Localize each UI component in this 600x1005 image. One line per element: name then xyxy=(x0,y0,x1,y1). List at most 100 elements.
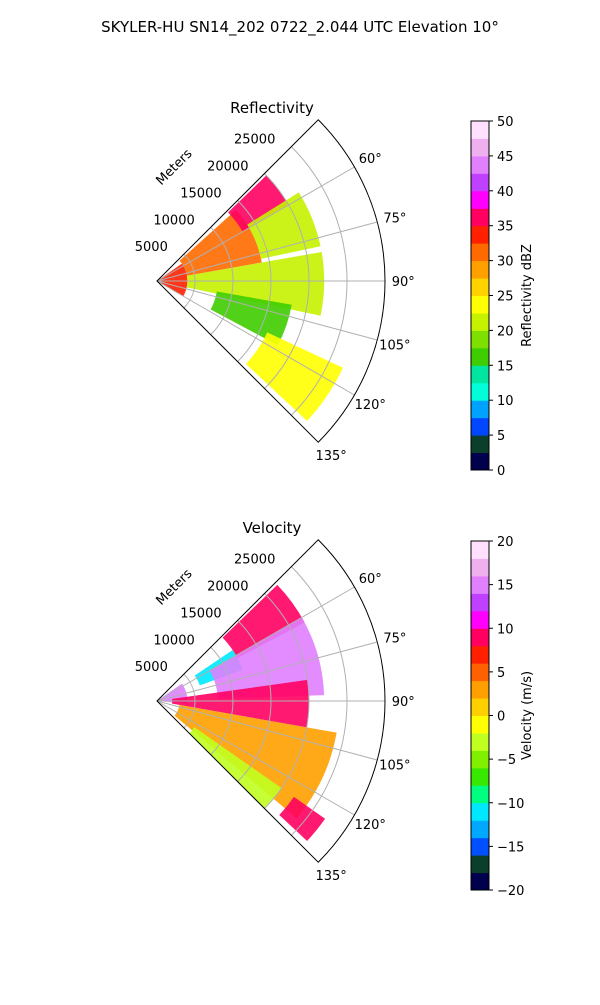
echo-region xyxy=(222,584,305,659)
colorbar-segment xyxy=(471,767,489,786)
radial-tick-label: 10000 xyxy=(153,633,194,648)
radial-axis-label: Meters xyxy=(154,566,196,608)
azimuth-tick-label: 120° xyxy=(355,398,386,413)
azimuth-tick-label: 105° xyxy=(379,759,410,774)
colorbar-segment xyxy=(471,872,489,891)
colorbar-segment xyxy=(471,208,489,227)
colorbar-segment xyxy=(471,435,489,454)
echo-region xyxy=(228,175,289,232)
azimuth-spoke xyxy=(156,280,355,396)
radial-tick-label: 20000 xyxy=(207,580,248,595)
echo-region xyxy=(210,291,292,346)
azimuth-tick-label: 60° xyxy=(359,572,382,587)
colorbar-tick-label: −5 xyxy=(497,753,516,768)
colorbar-segment xyxy=(471,698,489,716)
colorbar-tick-label: 50 xyxy=(497,115,514,130)
colorbar-segment xyxy=(471,785,489,804)
echo-region xyxy=(189,727,282,809)
azimuth-spoke xyxy=(156,641,378,702)
colorbar-tick-label: 25 xyxy=(497,290,514,305)
radial-tick-label: 25000 xyxy=(234,133,275,148)
azimuth-spoke xyxy=(156,700,355,816)
azimuth-tick-label: 75° xyxy=(383,211,406,226)
colorbar-segment xyxy=(471,365,489,384)
azimuth-tick-label: 120° xyxy=(355,818,386,833)
radial-tick-label: 10000 xyxy=(153,213,194,228)
colorbar-segment xyxy=(471,732,489,751)
radial-axis-label: Meters xyxy=(154,146,196,188)
azimuth-tick-label: 90° xyxy=(392,275,415,290)
azimuth-tick-label: 60° xyxy=(359,152,382,167)
azimuth-tick-label: 75° xyxy=(383,631,406,646)
colorbar-tick-label: 20 xyxy=(497,324,514,339)
colorbar-segment xyxy=(471,138,489,157)
colorbar-segment xyxy=(471,645,489,664)
echo-region xyxy=(157,263,188,297)
colorbar-label: Reflectivity dBZ xyxy=(520,244,535,347)
colorbar-tick-label: 5 xyxy=(497,666,505,681)
colorbar-segment xyxy=(471,330,489,349)
colorbar-segment xyxy=(471,260,489,279)
colorbar-tick-label: 0 xyxy=(497,464,505,479)
radial-tick-label: 20000 xyxy=(207,160,248,175)
panel-title: Velocity xyxy=(243,519,302,537)
azimuth-spoke xyxy=(156,221,378,282)
colorbar-segment xyxy=(471,837,489,856)
colorbar-tick-label: −15 xyxy=(497,840,524,855)
colorbar-tick-label: 10 xyxy=(497,394,514,409)
colorbar-label: Velocity (m/s) xyxy=(520,671,535,760)
azimuth-spoke xyxy=(156,166,355,282)
colorbar-segment xyxy=(471,820,489,839)
colorbar-segment xyxy=(471,155,489,174)
colorbar-segment xyxy=(471,855,489,874)
echo-layer xyxy=(157,175,343,421)
echo-region xyxy=(245,332,343,421)
colorbar-segment xyxy=(471,347,489,366)
echo-region xyxy=(171,679,309,728)
colorbar-tick-label: −10 xyxy=(497,797,524,812)
colorbar-segment xyxy=(471,680,489,699)
colorbar-segment xyxy=(471,382,489,401)
azimuth-tick-label: 135° xyxy=(315,449,346,464)
sector-outline xyxy=(156,539,386,863)
colorbar-tick-label: 20 xyxy=(497,535,514,550)
echo-region xyxy=(279,796,326,841)
colorbar-tick-label: 40 xyxy=(497,185,514,200)
colorbar-segment xyxy=(471,190,489,209)
figure-title: SKYLER-HU SN14_202 0722_2.044 UTC Elevat… xyxy=(101,18,499,37)
velocity-panel: Velocity 5000 10000 15000 20000 25000 Meters 60… xyxy=(135,519,535,899)
echo-layer xyxy=(157,584,337,841)
radial-tick-label: 25000 xyxy=(234,553,275,568)
colorbar-segment xyxy=(471,628,489,647)
colorbar-tick-label: 45 xyxy=(497,150,514,165)
colorbar-segment xyxy=(471,452,489,471)
colorbar-segment xyxy=(471,417,489,436)
colorbar-segment xyxy=(471,295,489,314)
colorbar-tick-label: 30 xyxy=(497,255,514,270)
colorbar-segment xyxy=(471,575,489,594)
panel-title: Reflectivity xyxy=(230,99,314,117)
colorbar-tick-label: −20 xyxy=(497,884,524,899)
azimuth-tick-label: 105° xyxy=(379,339,410,354)
radial-tick-label: 5000 xyxy=(135,240,168,255)
colorbar-tick-label: 10 xyxy=(497,622,514,637)
colorbar-tick-label: 0 xyxy=(497,710,505,725)
colorbar-segment xyxy=(471,225,489,244)
colorbar-segment xyxy=(471,312,489,331)
colorbar-tick-label: 5 xyxy=(497,429,505,444)
colorbar-segment xyxy=(471,715,489,734)
azimuth-spoke xyxy=(156,700,378,761)
colorbar-segment xyxy=(471,173,489,192)
colorbar-segment xyxy=(471,121,489,139)
azimuth-tick-label: 90° xyxy=(392,695,415,710)
colorbar-segment xyxy=(471,610,489,629)
colorbar-segment xyxy=(471,558,489,577)
colorbar-segment xyxy=(471,663,489,682)
colorbar-segment xyxy=(471,593,489,612)
radial-tick-label: 5000 xyxy=(135,660,168,675)
colorbar-segment xyxy=(471,278,489,296)
azimuth-tick-label: 135° xyxy=(315,869,346,884)
colorbar-tick-label: 15 xyxy=(497,359,514,374)
colorbar-segment xyxy=(471,243,489,262)
reflectivity-panel: Reflectivity 5000 10000 15000 20000 25000 Mete… xyxy=(135,99,535,479)
